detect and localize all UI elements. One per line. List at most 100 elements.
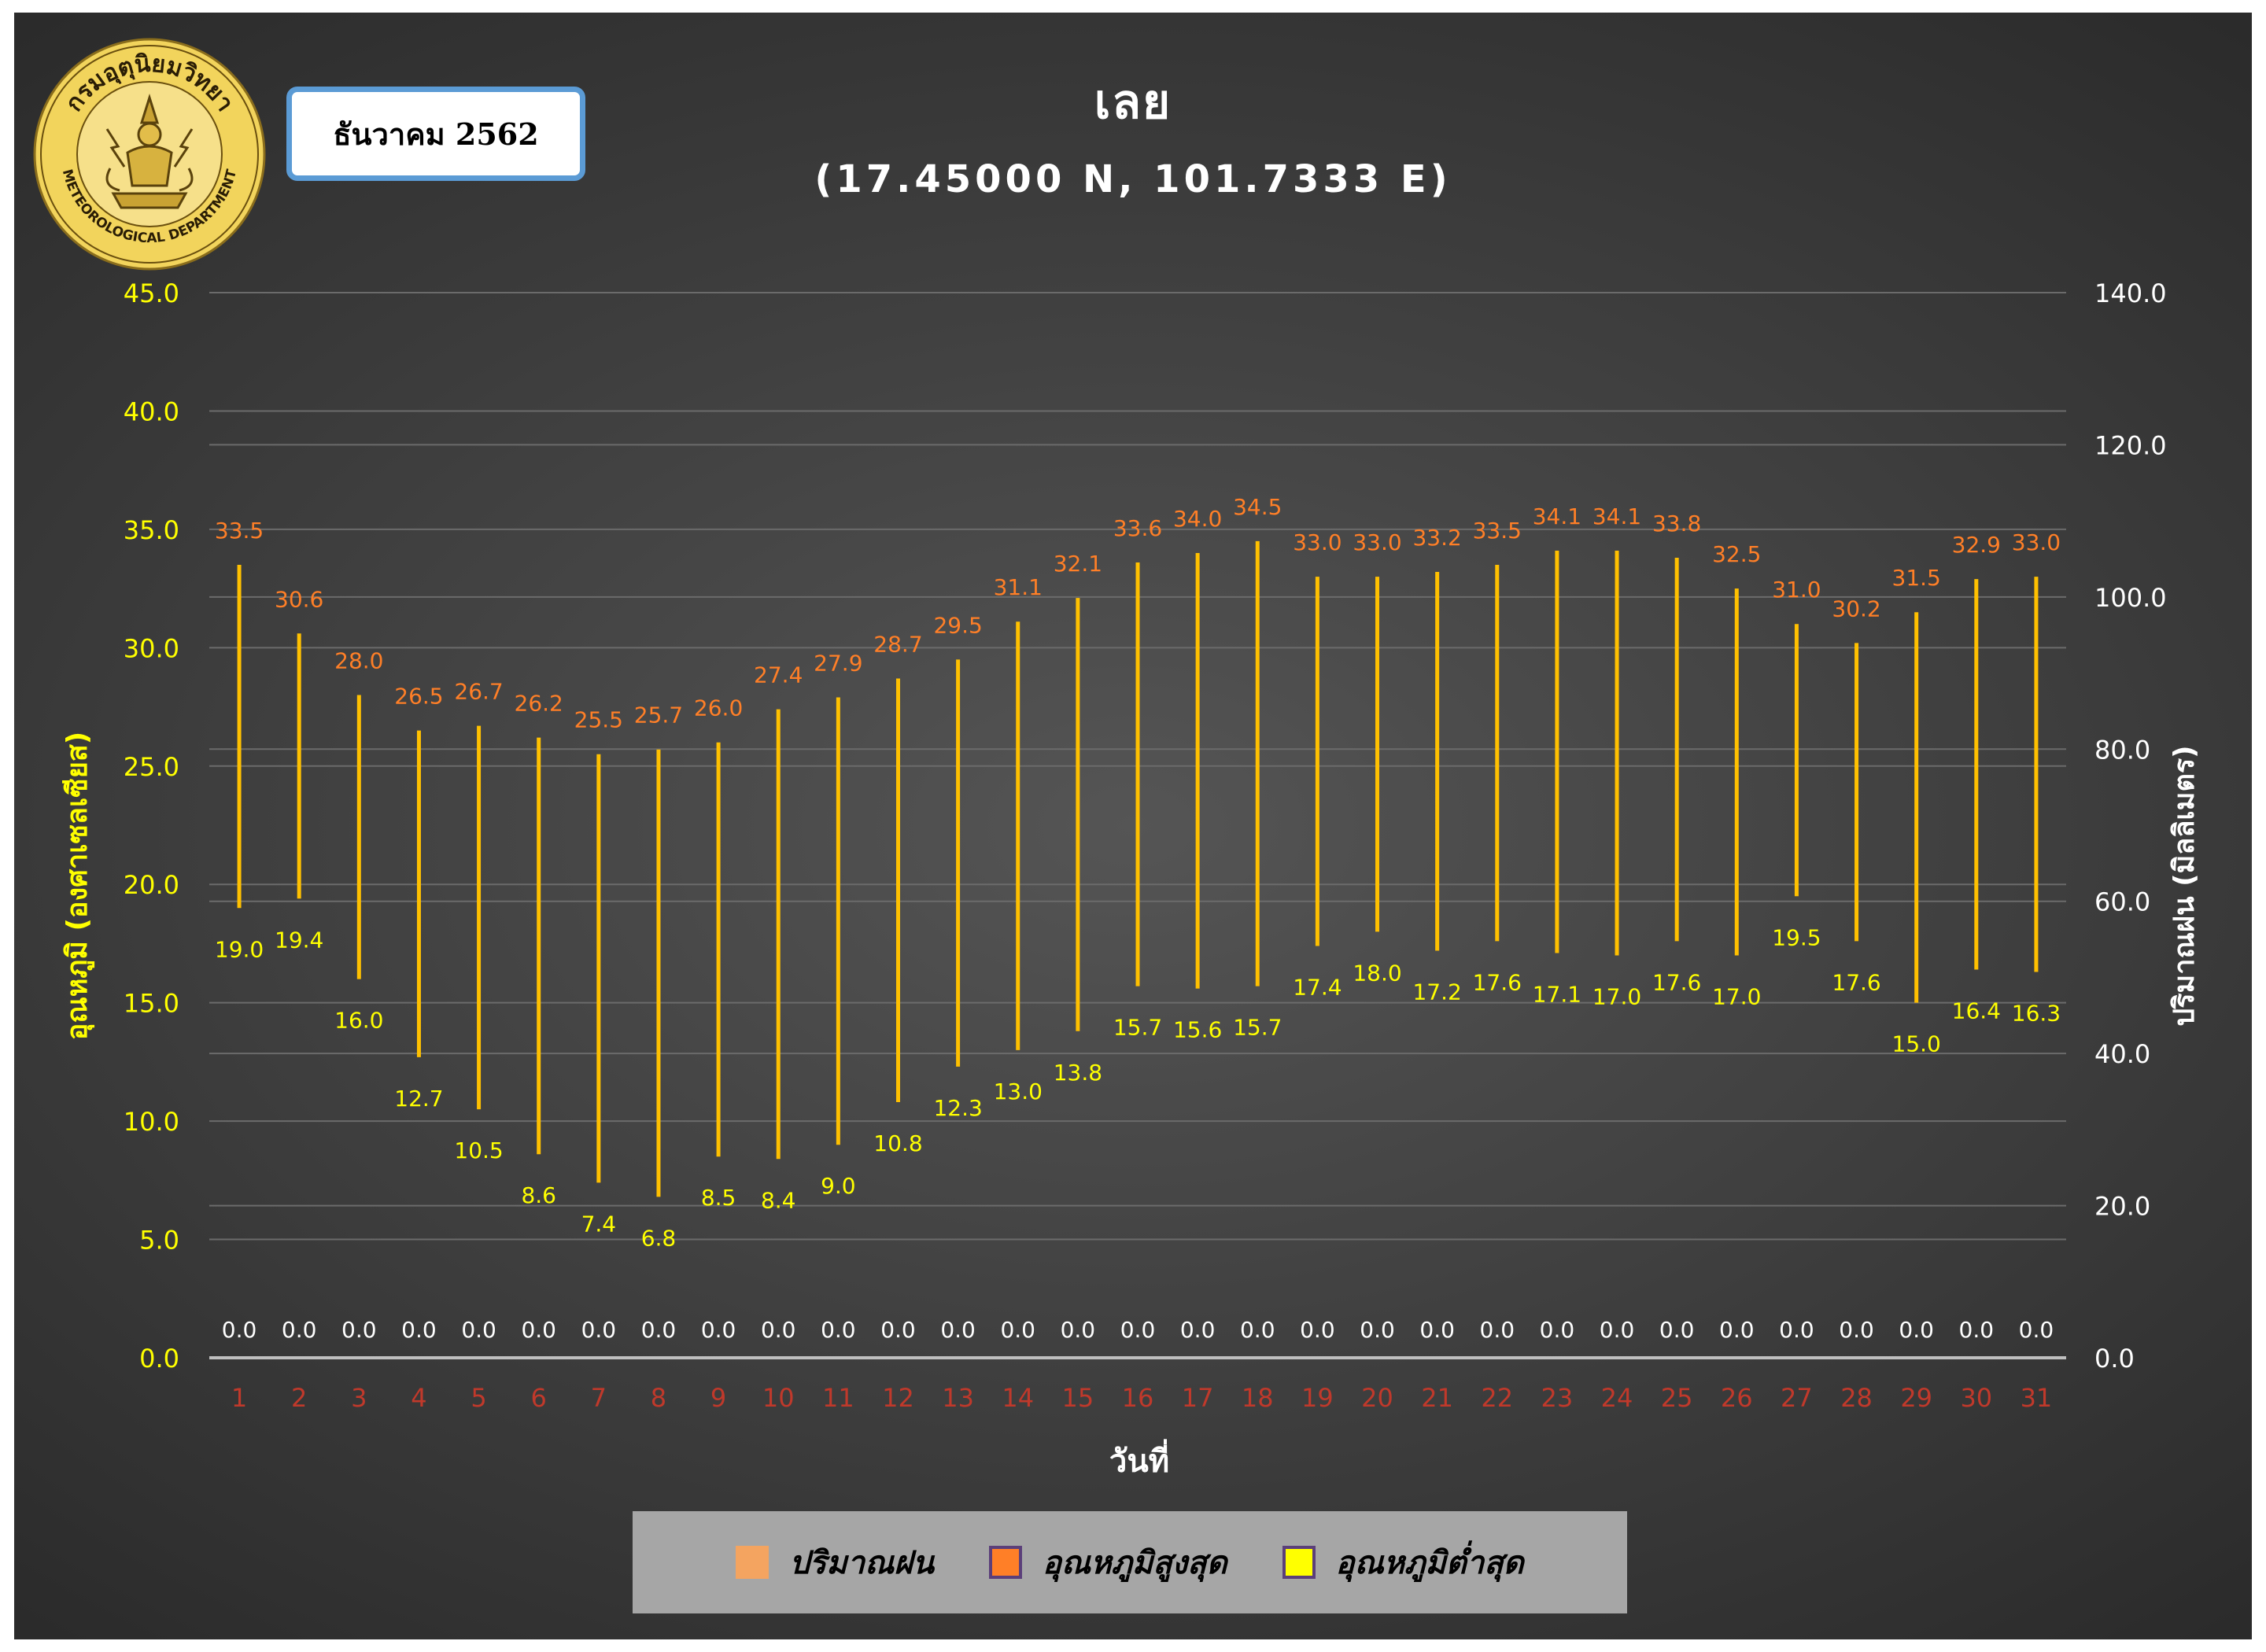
rain-data-label: 0.0 [1180,1317,1216,1343]
tmin-data-label: 10.8 [873,1130,922,1156]
rain-data-label: 0.0 [282,1317,317,1343]
y-left-tick-label: 45.0 [124,278,179,308]
tmax-data-label: 31.5 [1892,565,1941,591]
rain-data-label: 0.0 [1899,1317,1934,1343]
x-tick-label: 2 [291,1383,307,1413]
x-tick-label: 5 [471,1383,486,1413]
x-tick-label: 8 [651,1383,666,1413]
tmin-data-label: 19.5 [1772,924,1821,950]
legend-swatch-rain [736,1546,769,1579]
rain-data-label: 0.0 [641,1317,677,1343]
department-logo-icon: กรมอุตุนิยมวิทยา METEOROLOGICAL DEPARTME… [33,38,266,271]
x-tick-label: 17 [1182,1383,1214,1413]
legend-item-tmax: อุณหภูมิสูงสุด [988,1537,1227,1587]
rain-data-label: 0.0 [2019,1317,2054,1343]
x-tick-label: 21 [1421,1383,1453,1413]
x-tick-label: 1 [231,1383,247,1413]
rain-data-label: 0.0 [401,1317,437,1343]
x-tick-label: 13 [942,1383,974,1413]
x-tick-label: 22 [1481,1383,1513,1413]
x-tick-label: 11 [822,1383,854,1413]
tmax-data-label: 27.9 [814,651,862,677]
tmin-data-label: 10.5 [454,1138,503,1163]
x-tick-label: 15 [1062,1383,1094,1413]
tmax-data-label: 32.9 [1952,532,2001,558]
tmin-data-label: 17.0 [1712,983,1761,1009]
tmax-data-label: 33.8 [1652,511,1701,537]
tmin-data-label: 19.0 [215,936,264,962]
tmin-data-label: 8.5 [701,1185,736,1211]
y-right-tick-label: 120.0 [2094,430,2167,460]
legend-item-tmin: อุณหภูมิต่ำสุด [1282,1537,1524,1587]
tmax-data-label: 26.2 [515,691,563,717]
chart-subtitle: (17.45000 N, 101.7333 E) [814,157,1452,201]
tmin-data-label: 12.7 [394,1086,443,1112]
y-left-tick-label: 40.0 [124,396,179,426]
x-tick-label: 4 [411,1383,426,1413]
x-tick-label: 30 [1960,1383,1992,1413]
rain-data-label: 0.0 [1120,1317,1156,1343]
tmax-data-label: 34.1 [1592,503,1641,529]
x-axis-label: วันที่ [1109,1439,1169,1480]
tmin-data-label: 15.7 [1113,1015,1162,1041]
tmin-data-label: 8.6 [521,1182,556,1208]
x-tick-label: 12 [882,1383,914,1413]
tmin-data-label: 18.0 [1353,960,1401,986]
tmin-data-label: 17.6 [1473,969,1522,995]
rain-data-label: 0.0 [1540,1317,1575,1343]
tmax-data-label: 31.0 [1772,577,1821,603]
y-right-tick-label: 40.0 [2094,1039,2150,1069]
rain-data-label: 0.0 [761,1317,796,1343]
tmin-data-label: 12.3 [933,1095,982,1121]
tmin-data-label: 17.4 [1293,974,1342,1000]
tmax-data-label: 33.6 [1113,515,1162,541]
rain-data-label: 0.0 [1480,1317,1515,1343]
tmax-data-label: 32.5 [1712,541,1761,567]
x-tick-label: 7 [591,1383,607,1413]
y-right-tick-label: 140.0 [2094,278,2167,308]
x-tick-label: 27 [1781,1383,1813,1413]
rain-data-label: 0.0 [1061,1317,1096,1343]
tmax-data-label: 29.5 [933,612,982,638]
rain-data-label: 0.0 [1240,1317,1275,1343]
tmax-data-label: 26.0 [694,695,743,721]
legend-swatch-tmin [1282,1546,1316,1579]
rain-data-label: 0.0 [940,1317,976,1343]
rain-data-label: 0.0 [701,1317,736,1343]
tmin-data-label: 7.4 [581,1211,617,1237]
tmax-data-label: 27.4 [754,662,803,688]
y-left-tick-label: 35.0 [124,515,179,545]
tmin-data-label: 13.0 [994,1079,1043,1104]
legend-label-rain: ปริมาณฝน [789,1544,934,1581]
x-tick-label: 9 [710,1383,726,1413]
tmin-data-label: 17.6 [1652,969,1701,995]
tmax-data-label: 33.2 [1412,525,1461,551]
rain-data-label: 0.0 [1779,1317,1814,1343]
y-axis-right-label: ปริมาณฝน (มิลลิเมตร) [2168,745,2201,1026]
chart-title: เลย [1094,75,1172,130]
rain-data-label: 0.0 [521,1317,556,1343]
tmin-data-label: 13.8 [1054,1060,1102,1086]
tmin-data-label: 16.4 [1952,998,2001,1024]
tmax-data-label: 26.5 [394,684,443,710]
y-left-tick-label: 20.0 [124,870,179,900]
tmax-data-label: 30.6 [275,586,323,612]
month-label: ธันวาคม 2562 [333,116,539,152]
tmin-data-label: 17.6 [1832,969,1880,995]
tmax-data-label: 28.0 [334,648,383,674]
rain-data-label: 0.0 [222,1317,257,1343]
tmax-data-label: 30.2 [1832,596,1880,621]
tmin-data-label: 6.8 [641,1225,677,1251]
x-tick-label: 19 [1301,1383,1334,1413]
tmax-data-label: 33.0 [1293,529,1342,555]
y-left-tick-label: 25.0 [124,752,179,782]
x-tick-label: 16 [1122,1383,1154,1413]
x-tick-label: 10 [762,1383,795,1413]
rain-data-label: 0.0 [461,1317,496,1343]
x-tick-label: 29 [1900,1383,1932,1413]
rain-data-label: 0.0 [1839,1317,1874,1343]
legend: ปริมาณฝน อุณหภูมิสูงสุด อุณหภูมิต่ำสุด [633,1511,1627,1613]
x-tick-label: 3 [351,1383,367,1413]
y-left-tick-label: 0.0 [139,1344,179,1374]
temperature-rain-chart: 0.05.010.015.020.025.030.035.040.045.0 0… [61,278,2201,1480]
